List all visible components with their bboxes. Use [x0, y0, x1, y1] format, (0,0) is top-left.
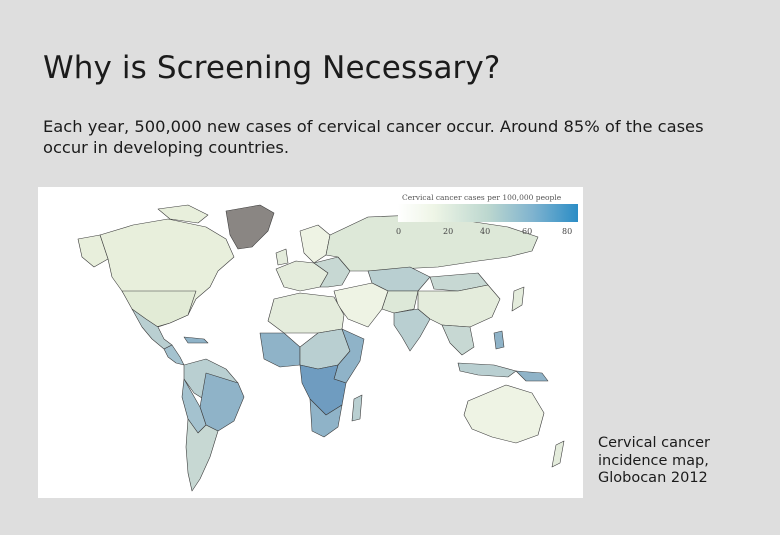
- indonesia: [457, 362, 517, 378]
- slide-title: Why is Screening Necessary?: [43, 50, 501, 86]
- south-africa: [309, 398, 343, 438]
- southern-central-africa: [299, 364, 347, 416]
- legend-tick: 80: [562, 227, 573, 236]
- russia: [325, 214, 539, 272]
- southeast-asia: [441, 324, 475, 356]
- alaska: [77, 234, 109, 268]
- usa: [121, 290, 197, 328]
- central-asia: [381, 290, 419, 314]
- west-africa: [259, 332, 301, 368]
- australia: [463, 384, 545, 444]
- map-caption: Cervical cancer incidence map, Globocan …: [598, 435, 711, 486]
- uk: [275, 248, 289, 266]
- legend-tick: 20: [443, 227, 454, 236]
- india: [393, 308, 431, 352]
- scandinavia: [299, 224, 331, 264]
- china: [417, 284, 501, 328]
- legend-tick: 40: [480, 227, 491, 236]
- legend-tick: 0: [396, 227, 402, 236]
- philippines: [493, 330, 505, 350]
- southern-cone: [185, 418, 219, 492]
- brazil: [199, 372, 245, 432]
- new-zealand: [551, 440, 565, 468]
- caribbean: [183, 336, 209, 344]
- slide-body-text: Each year, 500,000 new cases of cervical…: [43, 117, 704, 157]
- japan: [511, 286, 525, 312]
- canadian-islands: [157, 204, 209, 224]
- legend-tick: 60: [522, 227, 533, 236]
- north-africa: [267, 292, 345, 334]
- legend-ticks: 0 20 40 60 80: [396, 227, 583, 239]
- greenland: [225, 204, 275, 250]
- central-america: [163, 344, 185, 366]
- legend-color-bar: [398, 204, 578, 222]
- map-canvas: [77, 204, 565, 492]
- legend-title: Cervical cancer cases per 100,000 people: [402, 193, 562, 202]
- world-incidence-map: Cervical cancer cases per 100,000 people…: [38, 187, 583, 498]
- madagascar: [351, 394, 363, 422]
- new-guinea: [515, 370, 549, 382]
